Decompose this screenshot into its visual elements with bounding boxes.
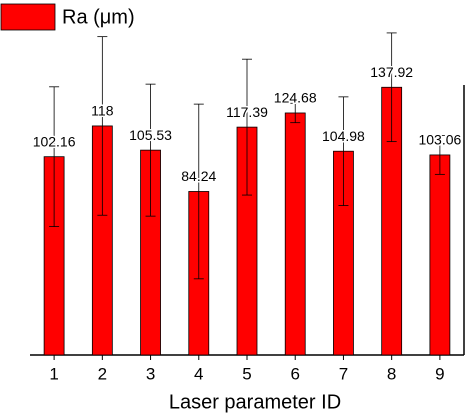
x-tick-label: 6 bbox=[290, 364, 299, 383]
x-tick-label: 4 bbox=[194, 364, 203, 383]
value-label: 104.98 bbox=[322, 128, 365, 144]
x-tick-label: 2 bbox=[98, 364, 107, 383]
value-label: 117.39 bbox=[226, 104, 268, 120]
legend-swatch bbox=[0, 3, 56, 31]
value-label: 124.68 bbox=[274, 90, 317, 106]
bar bbox=[429, 154, 451, 356]
x-tick-label: 1 bbox=[49, 364, 58, 383]
value-label: 137.92 bbox=[370, 64, 413, 80]
value-label: 105.53 bbox=[129, 127, 172, 143]
x-tick-label: 9 bbox=[435, 364, 444, 383]
value-label: 103.06 bbox=[418, 132, 461, 148]
x-tick-label: 7 bbox=[339, 364, 348, 383]
x-tick-label: 8 bbox=[387, 364, 396, 383]
bar bbox=[284, 112, 306, 356]
x-tick-label: 5 bbox=[242, 364, 251, 383]
value-label: 84.24 bbox=[181, 168, 216, 184]
legend-label: Ra (μm) bbox=[62, 6, 135, 28]
value-label: 118 bbox=[91, 103, 114, 119]
x-tick-label: 3 bbox=[146, 364, 155, 383]
x-axis-label: Laser parameter ID bbox=[169, 391, 341, 413]
value-label: 102.16 bbox=[33, 133, 76, 149]
